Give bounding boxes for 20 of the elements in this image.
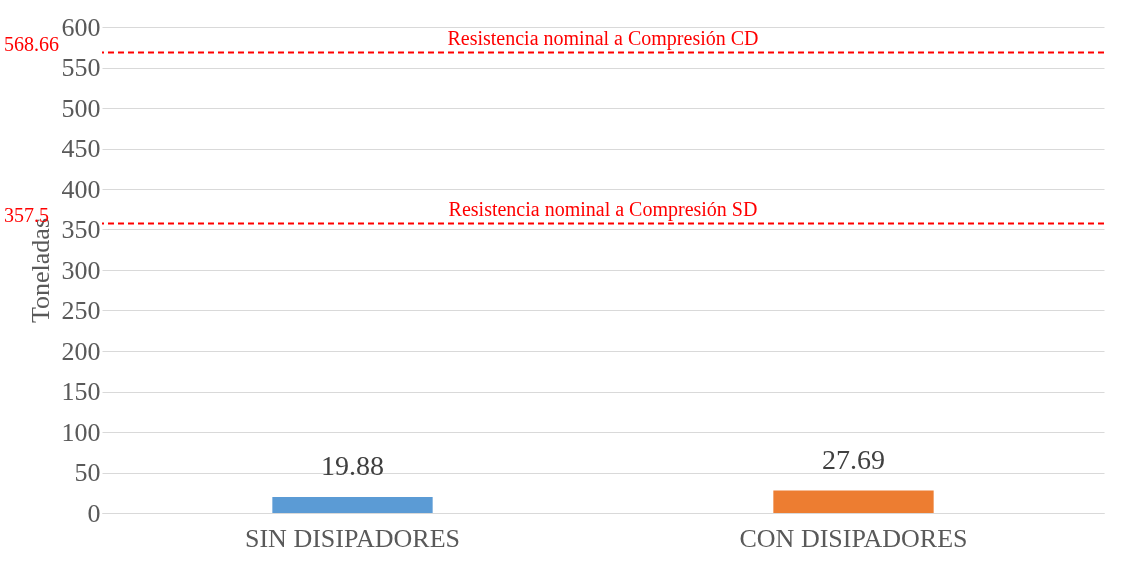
y-tick-label: 350	[61, 215, 101, 244]
y-tick-label: 200	[61, 336, 101, 366]
y-tick-label: 600	[61, 12, 101, 42]
y-tick-label: 50	[74, 458, 101, 487]
y-tick-label: 250	[61, 296, 101, 325]
x-tick-label: SIN DISIPADORES	[244, 523, 461, 553]
y-tick-label: 300	[61, 255, 101, 285]
y-tick-label: 100	[61, 417, 101, 447]
ref-line-label: Resistencia nominal a Compresión CD	[447, 27, 759, 51]
data-label: 19.88	[321, 449, 384, 481]
y-tick-label: 400	[61, 174, 101, 204]
data-label: 27.69	[822, 443, 885, 475]
y-tick-label: 550	[61, 53, 101, 82]
y-tick-label: 150	[61, 377, 101, 406]
y-tick-label: 500	[61, 93, 101, 123]
y-tick-label: 450	[61, 134, 101, 163]
x-tick-label: CON DISIPADORES	[739, 523, 968, 553]
text: 568.66	[4, 33, 59, 56]
ref-line-label: Resistencia nominal a Compresión SD	[448, 198, 758, 222]
y-tick-label: 0	[87, 498, 101, 528]
